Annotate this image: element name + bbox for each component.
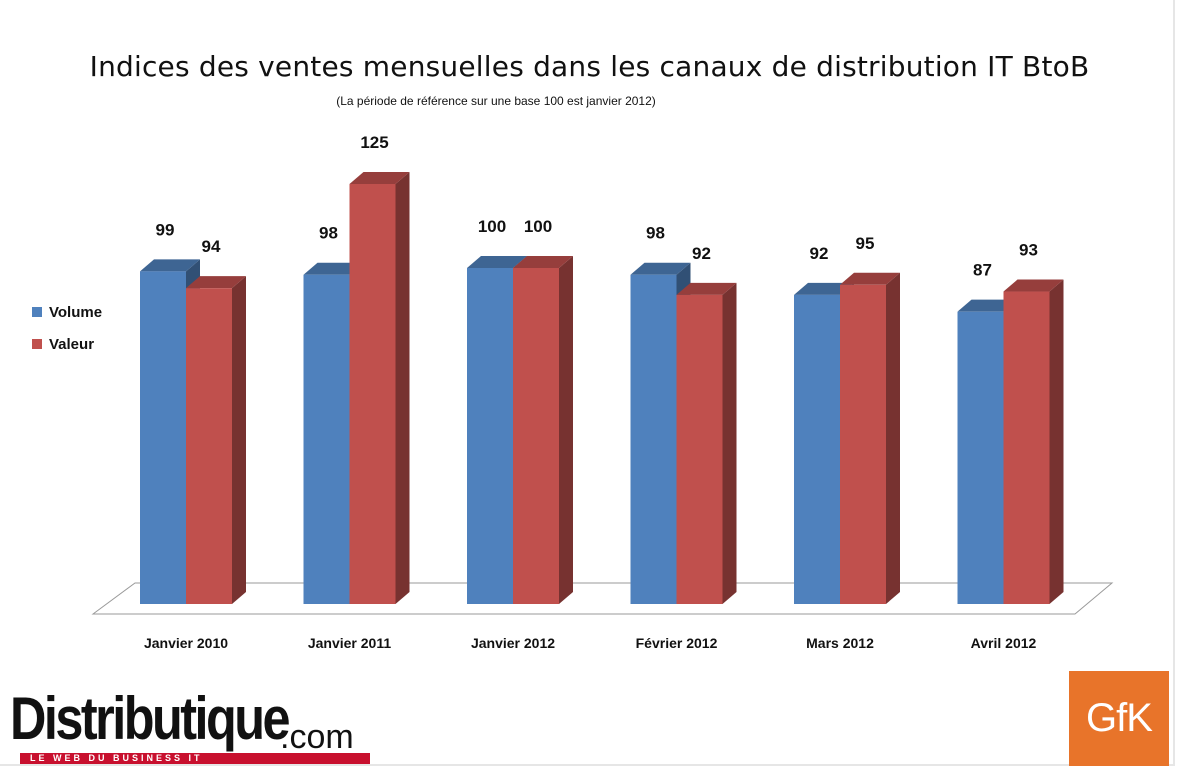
bar-side-janvier-2012-valeur	[559, 256, 573, 604]
data-label-mars-2012-valeur: 95	[856, 234, 875, 253]
category-label-janvier-2010: Janvier 2010	[144, 635, 228, 651]
data-label-janvier-2010-valeur: 94	[202, 237, 221, 256]
data-label-avril-2012-valeur: 93	[1019, 241, 1038, 260]
category-label-f-vrier-2012: Février 2012	[636, 635, 718, 651]
bar-janvier-2010-valeur	[186, 288, 232, 604]
bar-avril-2012-valeur	[1003, 291, 1050, 604]
gfk-logo-text: GfK	[1086, 696, 1153, 740]
data-label-avril-2012-volume: 87	[973, 261, 992, 280]
bar-side-janvier-2010-valeur	[232, 276, 246, 604]
data-label-janvier-2012-valeur: 100	[524, 217, 552, 236]
bar-side-avril-2012-valeur	[1049, 279, 1064, 604]
distributique-logo: Distributique .com LE WEB DU BUSINESS IT	[10, 685, 370, 768]
data-label-janvier-2012-volume: 100	[478, 217, 506, 236]
bar-top-janvier-2010-valeur	[186, 276, 246, 289]
category-label-avril-2012: Avril 2012	[971, 635, 1037, 651]
bar-janvier-2011-valeur	[349, 184, 396, 604]
bar-f-vrier-2012-volume	[630, 274, 677, 604]
bar-top-mars-2012-valeur	[840, 272, 900, 285]
distributique-logo-text: Distributique	[10, 685, 291, 752]
data-label-janvier-2011-volume: 98	[319, 224, 338, 243]
bar-top-janvier-2012-volume	[467, 256, 527, 268]
bar-top-avril-2012-volume	[957, 299, 1018, 312]
bar-top-f-vrier-2012-valeur	[676, 282, 737, 295]
bar-top-janvier-2012-valeur	[513, 256, 573, 268]
legend-label-valeur: Valeur	[49, 335, 95, 353]
bar-top-janvier-2011-valeur	[349, 172, 410, 184]
bar-top-f-vrier-2012-volume	[630, 262, 691, 275]
chart-legend: Volume Valeur	[32, 296, 102, 360]
bar-f-vrier-2012-valeur	[676, 294, 723, 604]
bar-mars-2012-valeur	[840, 284, 886, 604]
bar-side-janvier-2011-valeur	[395, 172, 410, 604]
bar-janvier-2011-volume	[303, 274, 350, 604]
chart-subtitle: (La période de référence sur une base 10…	[336, 94, 656, 108]
bar-side-f-vrier-2012-valeur	[722, 282, 737, 604]
bar-mars-2012-volume	[794, 294, 840, 604]
data-label-janvier-2011-valeur: 125	[360, 133, 388, 152]
data-label-f-vrier-2012-valeur: 92	[692, 244, 711, 263]
bar-top-janvier-2010-volume	[140, 259, 200, 272]
bar-janvier-2012-valeur	[513, 268, 559, 604]
legend-label-volume: Volume	[49, 303, 103, 321]
legend-item-volume: Volume	[32, 296, 102, 328]
data-label-janvier-2010-volume: 99	[156, 220, 175, 239]
legend-swatch-volume	[32, 307, 42, 317]
category-label-mars-2012: Mars 2012	[806, 635, 874, 651]
bar-janvier-2010-volume	[140, 271, 186, 604]
data-label-f-vrier-2012-volume: 98	[646, 224, 665, 243]
bar-janvier-2012-volume	[467, 268, 513, 604]
bar-avril-2012-volume	[957, 311, 1004, 604]
data-label-mars-2012-volume: 92	[810, 244, 829, 263]
legend-swatch-valeur	[32, 339, 42, 349]
bar-side-mars-2012-valeur	[886, 272, 900, 604]
gfk-logo: GfK	[1069, 671, 1169, 766]
legend-item-valeur: Valeur	[32, 328, 102, 360]
bar-top-janvier-2011-volume	[303, 262, 364, 275]
bar-top-avril-2012-valeur	[1003, 279, 1064, 292]
bar-top-mars-2012-volume	[794, 282, 854, 295]
category-label-janvier-2011: Janvier 2011	[308, 635, 392, 651]
distributique-logo-bar	[20, 753, 370, 764]
distributique-logo-suffix: .com	[280, 718, 354, 756]
distributique-logo-tagline: LE WEB DU BUSINESS IT	[30, 753, 203, 763]
category-label-janvier-2012: Janvier 2012	[471, 635, 555, 651]
chart-plot: 99 94 Janvier 2010 98 125 Janvier 2011 100 100 J…	[91, 133, 1114, 651]
chart-title: Indices des ventes mensuelles dans les c…	[89, 50, 1090, 83]
